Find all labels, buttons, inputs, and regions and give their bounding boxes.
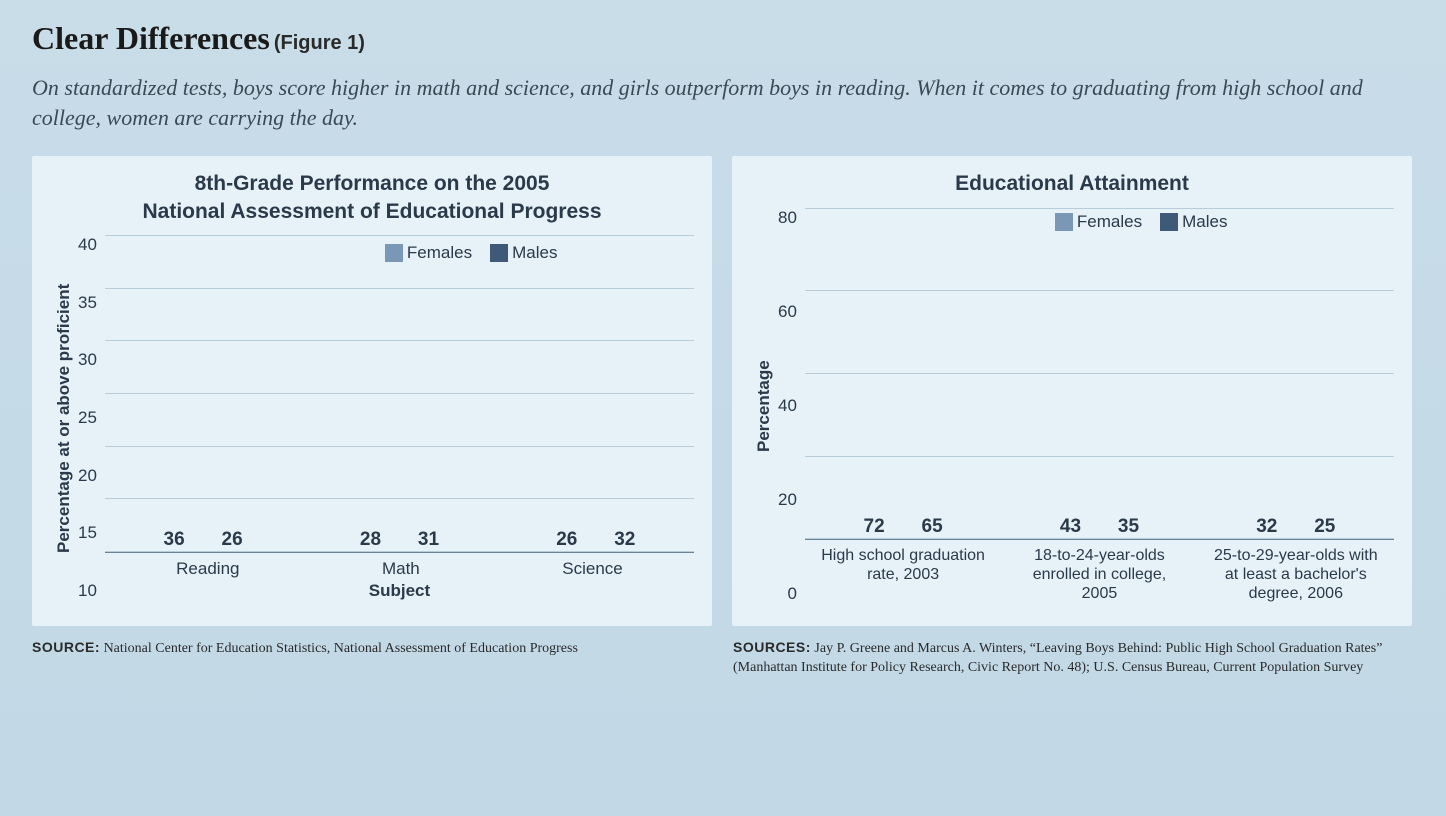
ytick-label: 20: [78, 466, 97, 486]
legend-swatch-male: [490, 244, 508, 262]
gridline: [805, 373, 1394, 374]
left-chart-xaxis: Reading Math Science: [105, 553, 694, 579]
right-plot-wrap: Females Males 72 65 43 35 32 25 High school g…: [805, 208, 1394, 604]
left-source-label: SOURCE:: [32, 639, 100, 655]
bar-value-label: 72: [864, 516, 885, 538]
xtick-label: High school graduation rate, 2003: [818, 546, 988, 604]
gridline: [805, 538, 1394, 539]
figure-intro: On standardized tests, boys score higher…: [32, 73, 1414, 132]
left-chart-title-line1: 8th-Grade Performance on the 2005: [195, 172, 550, 195]
gridline: [105, 393, 694, 394]
left-source-text: National Center for Education Statistics…: [104, 641, 578, 656]
right-chart-xaxis: High school graduation rate, 2003 18-to-2…: [805, 540, 1394, 604]
gridline: [105, 446, 694, 447]
ytick-label: 30: [78, 350, 97, 370]
right-chart-yaxis: 80 60 40 20 0: [778, 208, 805, 604]
gridline: [105, 498, 694, 499]
bar-value-label: 35: [1118, 516, 1139, 538]
gridline: [805, 208, 1394, 209]
ytick-label: 15: [78, 523, 97, 543]
ytick-label: 35: [78, 293, 97, 313]
left-chart-panel: 8th-Grade Performance on the 2005 Nation…: [32, 156, 712, 626]
xtick-label: Science: [562, 559, 622, 579]
right-chart-panel: Educational Attainment Percentage 80 60 40…: [732, 156, 1412, 626]
legend-item-male: Males: [1160, 212, 1227, 232]
legend-item-male: Males: [490, 243, 557, 263]
gridline: [805, 456, 1394, 457]
sources-row: SOURCE: National Center for Education St…: [32, 638, 1414, 678]
gridline: [105, 288, 694, 289]
legend-label-male: Males: [512, 243, 557, 262]
left-chart-title: 8th-Grade Performance on the 2005 Nation…: [50, 170, 694, 225]
left-chart-xlabel: Subject: [105, 581, 694, 601]
ytick-label: 20: [778, 490, 797, 510]
legend-swatch-female: [1055, 213, 1073, 231]
left-chart-legend: Females Males: [385, 243, 558, 263]
figure-page: Clear Differences (Figure 1) On standard…: [0, 0, 1446, 816]
right-chart-body: Percentage 80 60 40 20 0 Females Males 72 65 4…: [750, 208, 1394, 604]
bar-value-label: 43: [1060, 516, 1081, 538]
right-chart-ylabel: Percentage: [750, 208, 778, 604]
ytick-label: 0: [787, 584, 796, 604]
left-chart-yaxis: 40 35 30 25 20 15 10: [78, 235, 105, 601]
gridline: [105, 551, 694, 552]
bar-value-label: 36: [164, 529, 185, 551]
gridline: [105, 340, 694, 341]
legend-swatch-female: [385, 244, 403, 262]
bar-value-label: 32: [614, 529, 635, 551]
figure-header: Clear Differences (Figure 1): [32, 20, 1414, 57]
right-source-text: Jay P. Greene and Marcus A. Winters, “Le…: [733, 641, 1382, 675]
left-source: SOURCE: National Center for Education St…: [32, 638, 713, 678]
ytick-label: 80: [778, 208, 797, 228]
right-source: SOURCES: Jay P. Greene and Marcus A. Win…: [733, 638, 1414, 678]
bar-value-label: 31: [418, 529, 439, 551]
ytick-label: 60: [778, 302, 797, 322]
bar-value-label: 65: [922, 516, 943, 538]
xtick-label: 18-to-24-year-olds enrolled in college, …: [1014, 546, 1184, 604]
legend-label-female: Females: [1077, 212, 1142, 231]
xtick-label: 25-to-29-year-olds with at least a bache…: [1211, 546, 1381, 604]
right-chart-plot: Females Males 72 65 43 35 32 25: [805, 208, 1394, 540]
charts-row: 8th-Grade Performance on the 2005 Nation…: [32, 156, 1414, 626]
gridline: [105, 235, 694, 236]
left-plot-wrap: Females Males 36 26 28 31 26 32 Reading Math Sc…: [105, 235, 694, 601]
xtick-label: Math: [382, 559, 420, 579]
legend-label-male: Males: [1182, 212, 1227, 231]
left-chart-title-line2: National Assessment of Educational Progr…: [142, 200, 601, 223]
figure-label: (Figure 1): [274, 32, 365, 54]
bar-value-label: 26: [222, 529, 243, 551]
legend-item-female: Females: [1055, 212, 1142, 232]
legend-label-female: Females: [407, 243, 472, 262]
ytick-label: 25: [78, 408, 97, 428]
ytick-label: 40: [78, 235, 97, 255]
ytick-label: 40: [778, 396, 797, 416]
left-chart-ylabel: Percentage at or above proficient: [50, 235, 78, 601]
right-source-label: SOURCES:: [733, 639, 811, 655]
figure-title: Clear Differences: [32, 20, 270, 56]
xtick-label: Reading: [176, 559, 239, 579]
bar-value-label: 32: [1256, 516, 1277, 538]
bar-value-label: 25: [1314, 516, 1335, 538]
left-chart-plot: Females Males 36 26 28 31 26 32: [105, 235, 694, 553]
ytick-label: 10: [78, 581, 97, 601]
right-chart-legend: Females Males: [1055, 212, 1228, 232]
legend-swatch-male: [1160, 213, 1178, 231]
legend-item-female: Females: [385, 243, 472, 263]
left-chart-body: Percentage at or above proficient 40 35 30…: [50, 235, 694, 601]
gridline: [805, 290, 1394, 291]
bar-value-label: 28: [360, 529, 381, 551]
right-chart-title: Educational Attainment: [750, 170, 1394, 197]
bar-value-label: 26: [556, 529, 577, 551]
